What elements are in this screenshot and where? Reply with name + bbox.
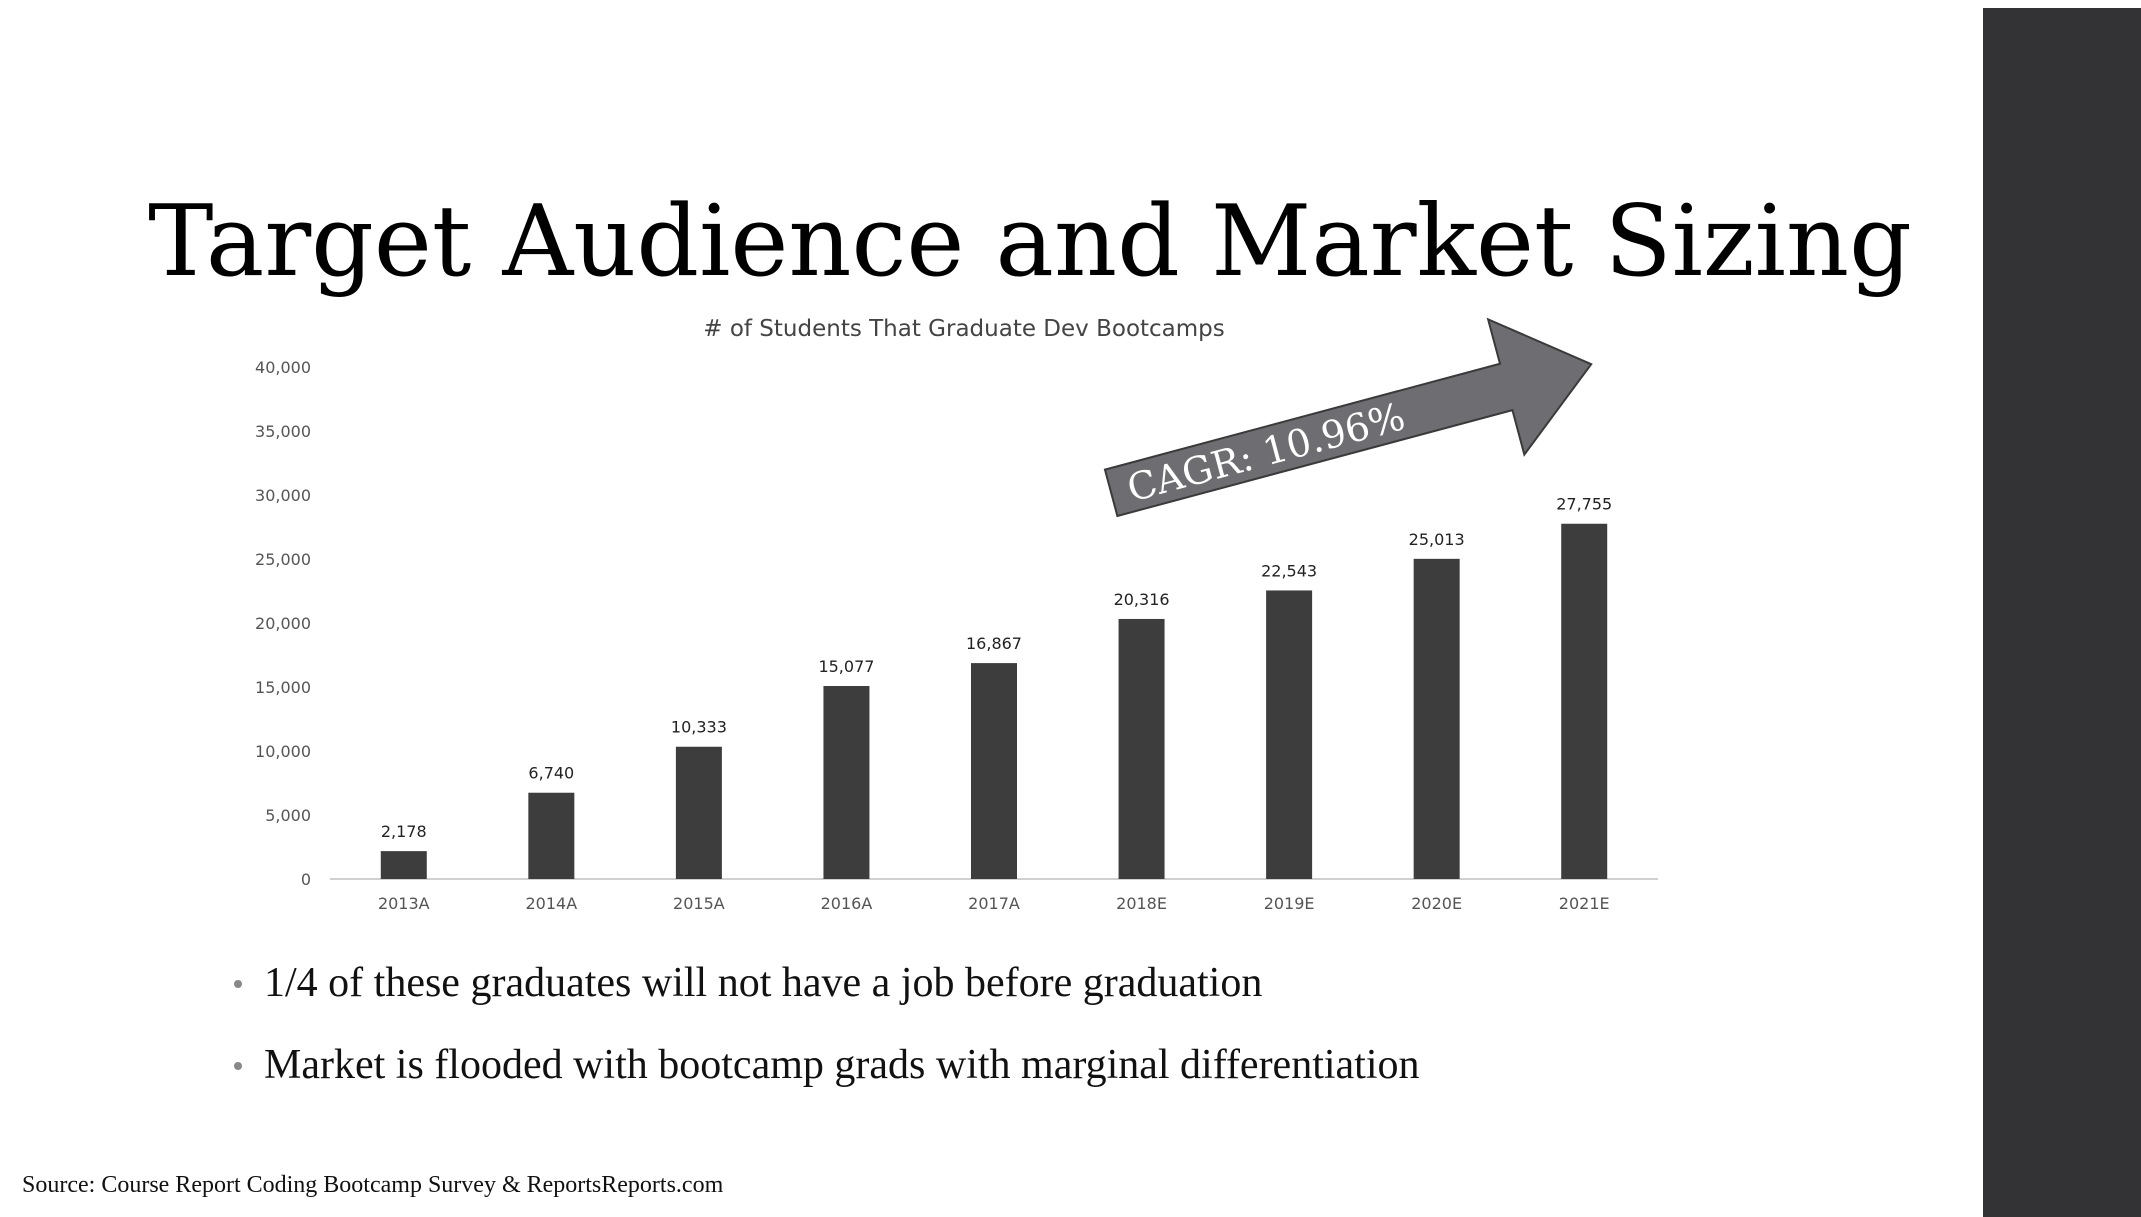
bar [380,851,427,879]
y-tick-label: 10,000 [255,742,311,761]
bar [1561,523,1608,879]
data-label: 20,316 [1114,590,1170,609]
data-label: 27,755 [1556,495,1612,514]
y-tick-label: 15,000 [255,678,311,697]
x-axis-ticks: 2013A 2014A 2015A 2016A 2017A 2018E 2019E 2020E… [378,894,1610,913]
x-tick-label: 2014A [525,894,577,913]
data-label: 22,543 [1261,561,1317,580]
y-tick-label: 20,000 [255,614,311,633]
y-tick-label: 40,000 [255,358,311,377]
data-label: 6,740 [528,764,574,783]
bar [823,686,870,879]
slide-title: Target Audience and Market Sizing [148,185,1912,299]
bar [675,746,722,879]
x-tick-label: 2013A [378,894,430,913]
bullet-dot [234,980,242,988]
x-tick-label: 2019E [1264,894,1315,913]
x-tick-label: 2015A [673,894,725,913]
data-label: 25,013 [1409,530,1465,549]
y-tick-label: 30,000 [255,486,311,505]
cagr-arrow-shape [1103,317,1593,518]
data-label: 10,333 [671,718,727,737]
y-tick-label: 25,000 [255,550,311,569]
chart-title: # of Students That Graduate Dev Bootcamp… [703,316,1225,342]
bullet-text: Market is flooded with bootcamp grads wi… [264,1042,1420,1088]
x-tick-label: 2021E [1559,894,1610,913]
data-label: 16,867 [966,634,1022,653]
bar [1266,590,1313,879]
bar [1413,558,1460,879]
x-tick-label: 2018E [1116,894,1167,913]
x-tick-label: 2017A [968,894,1020,913]
y-tick-label: 0 [301,870,311,889]
data-label: 15,077 [818,657,874,676]
x-tick-label: 2020E [1411,894,1462,913]
bullet-dot [234,1062,242,1070]
source-note: Source: Course Report Coding Bootcamp Su… [22,1172,724,1198]
sidebar-panel [1983,8,2141,1217]
bullet-text: 1/4 of these graduates will not have a j… [264,960,1263,1006]
bar [528,792,575,879]
data-label: 2,178 [381,822,427,841]
y-axis-ticks: 0 5,000 10,000 15,000 20,000 25,000 30,000 35,0… [255,358,311,889]
y-tick-label: 35,000 [255,422,311,441]
x-tick-label: 2016A [821,894,873,913]
bars-group: 2,178 6,740 10,333 15,077 16,867 20,316 22,543… [380,495,1612,879]
y-tick-label: 5,000 [265,806,311,825]
bar [971,663,1017,879]
bar [1118,618,1165,879]
